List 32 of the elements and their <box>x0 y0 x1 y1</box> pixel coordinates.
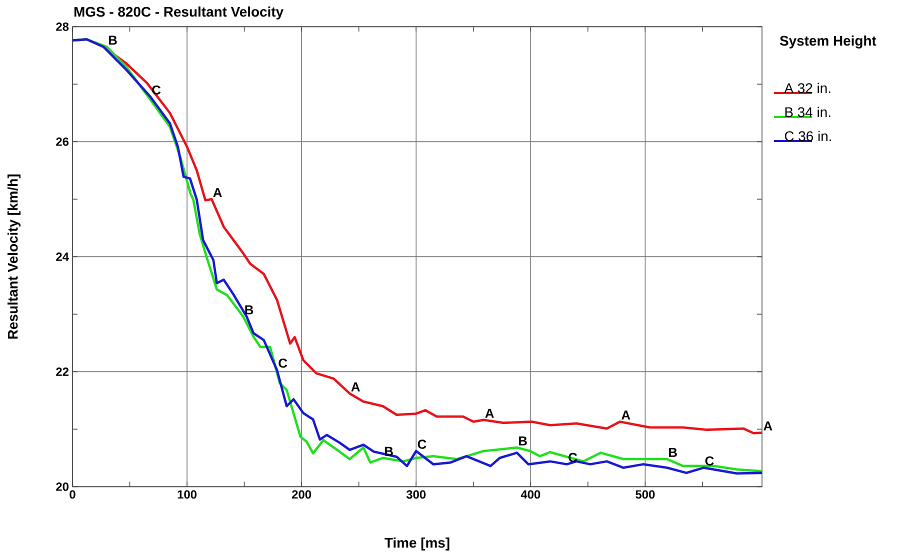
annotation: C <box>418 440 426 449</box>
x-tick-label: 200 <box>292 490 312 499</box>
annotation: B <box>245 305 254 314</box>
annotation: C <box>705 456 714 466</box>
chart-title: MGS - 820C - Resultant Velocity <box>74 6 284 20</box>
x-tick-label: 0 <box>70 490 76 499</box>
x-tick-label: 300 <box>406 490 426 499</box>
text: C 36 in. <box>784 130 831 142</box>
text: B 34 in. <box>785 106 830 118</box>
y-tick-label: 26 <box>56 137 69 146</box>
x-tick-label: 500 <box>636 490 655 499</box>
annotation: A <box>622 410 630 420</box>
annotation: B <box>384 446 393 456</box>
text: A 32 in. <box>784 82 830 94</box>
x-tick-label: 400 <box>520 490 540 499</box>
annotation: B <box>518 436 527 446</box>
annotation: C <box>278 358 288 368</box>
y-tick-label: 22 <box>56 368 69 376</box>
y-axis-title: Resultant Velocity [km/h] <box>8 174 21 339</box>
annotation: A <box>351 382 360 392</box>
legend-title: System Height <box>780 35 876 49</box>
annotation: A <box>764 422 772 430</box>
y-tick-label: 24 <box>56 252 69 261</box>
x-tick-label: 100 <box>178 490 197 499</box>
annotation: A <box>485 408 494 418</box>
annotation: C <box>568 452 578 462</box>
annotation: A <box>213 188 222 197</box>
annotation: B <box>108 36 117 45</box>
y-tick-label: 20 <box>56 482 68 491</box>
x-axis-title: Time [ms] <box>384 537 450 550</box>
annotation: B <box>669 448 677 457</box>
y-tick-label: 28 <box>56 22 69 31</box>
